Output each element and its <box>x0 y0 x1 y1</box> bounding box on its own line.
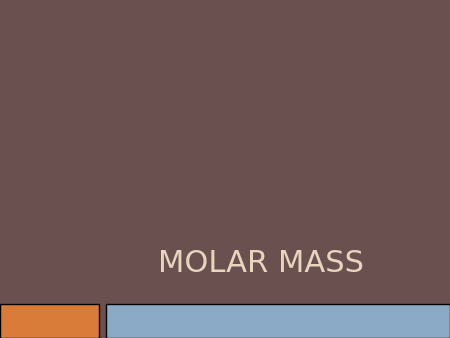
FancyBboxPatch shape <box>106 304 450 338</box>
FancyBboxPatch shape <box>0 304 99 338</box>
Text: MOLAR MASS: MOLAR MASS <box>158 249 364 278</box>
